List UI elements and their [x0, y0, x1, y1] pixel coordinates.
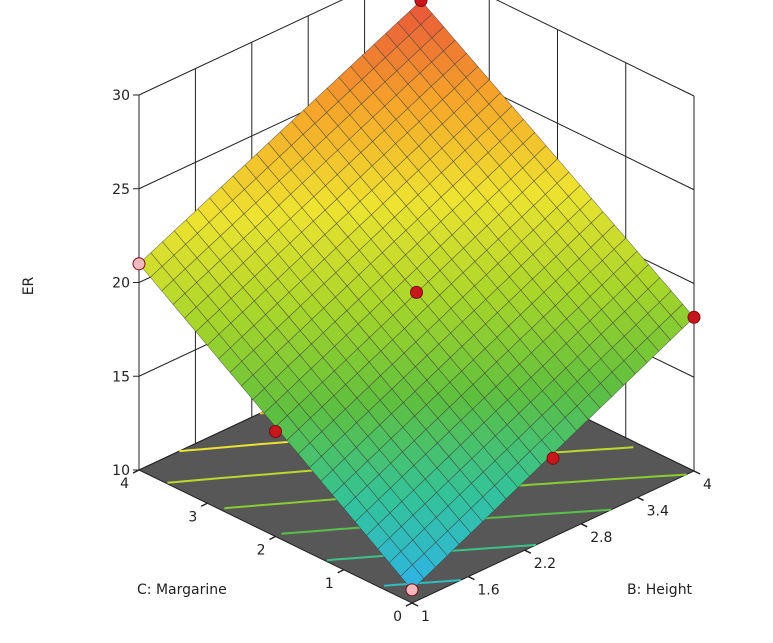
z-tick-label: 20	[112, 276, 130, 292]
design-point	[687, 310, 701, 324]
z-axis-label: ER	[21, 276, 37, 295]
contour-line	[383, 579, 461, 587]
y-tick-label: 0	[393, 609, 402, 625]
z-tick-label: 10	[112, 463, 130, 479]
design-point	[414, 0, 428, 7]
x-tick-mark	[580, 523, 588, 528]
x-tick-mark	[468, 575, 475, 581]
x-axis-label: B: Height	[627, 582, 693, 598]
z-tick-label: 30	[112, 88, 130, 104]
y-tick-label: 2	[257, 543, 266, 559]
response-surface	[138, 0, 695, 591]
design-point	[132, 257, 146, 271]
x-tick-label: 2.8	[590, 530, 612, 546]
design-point	[410, 285, 423, 299]
design-point	[546, 451, 560, 465]
x-tick-mark	[637, 496, 644, 502]
z-tick-label: 15	[112, 369, 130, 385]
x-tick-mark	[693, 470, 701, 475]
x-tick-label: 1.6	[477, 583, 499, 599]
x-tick-label: 2.2	[534, 556, 556, 572]
y-tick-label: 1	[325, 576, 334, 592]
y-axis-label: C: Margarine	[137, 582, 227, 598]
y-tick-mark	[337, 569, 345, 574]
x-tick-mark	[524, 549, 532, 554]
surface-cell	[400, 564, 425, 591]
wall-grid-line	[138, 0, 344, 96]
design-point	[405, 583, 419, 597]
design-points	[132, 0, 701, 597]
design-point	[269, 425, 282, 438]
x-tick-label: 3.4	[647, 503, 669, 519]
y-tick-label: 3	[188, 509, 197, 525]
y-tick-label: 4	[120, 476, 129, 492]
z-tick-label: 25	[112, 182, 130, 198]
x-tick-label: 1	[421, 609, 430, 625]
x-tick-mark	[411, 602, 419, 607]
y-tick-mark	[405, 602, 413, 607]
y-tick-mark	[132, 469, 140, 474]
x-tick-label: 4	[703, 477, 712, 493]
y-tick-mark	[269, 535, 276, 541]
axis-ticks: 10 15 20 25 30 1 1.6 2.2 2.8 3.4 4 0 1 2 3 4	[112, 88, 712, 625]
y-tick-mark	[200, 502, 208, 507]
